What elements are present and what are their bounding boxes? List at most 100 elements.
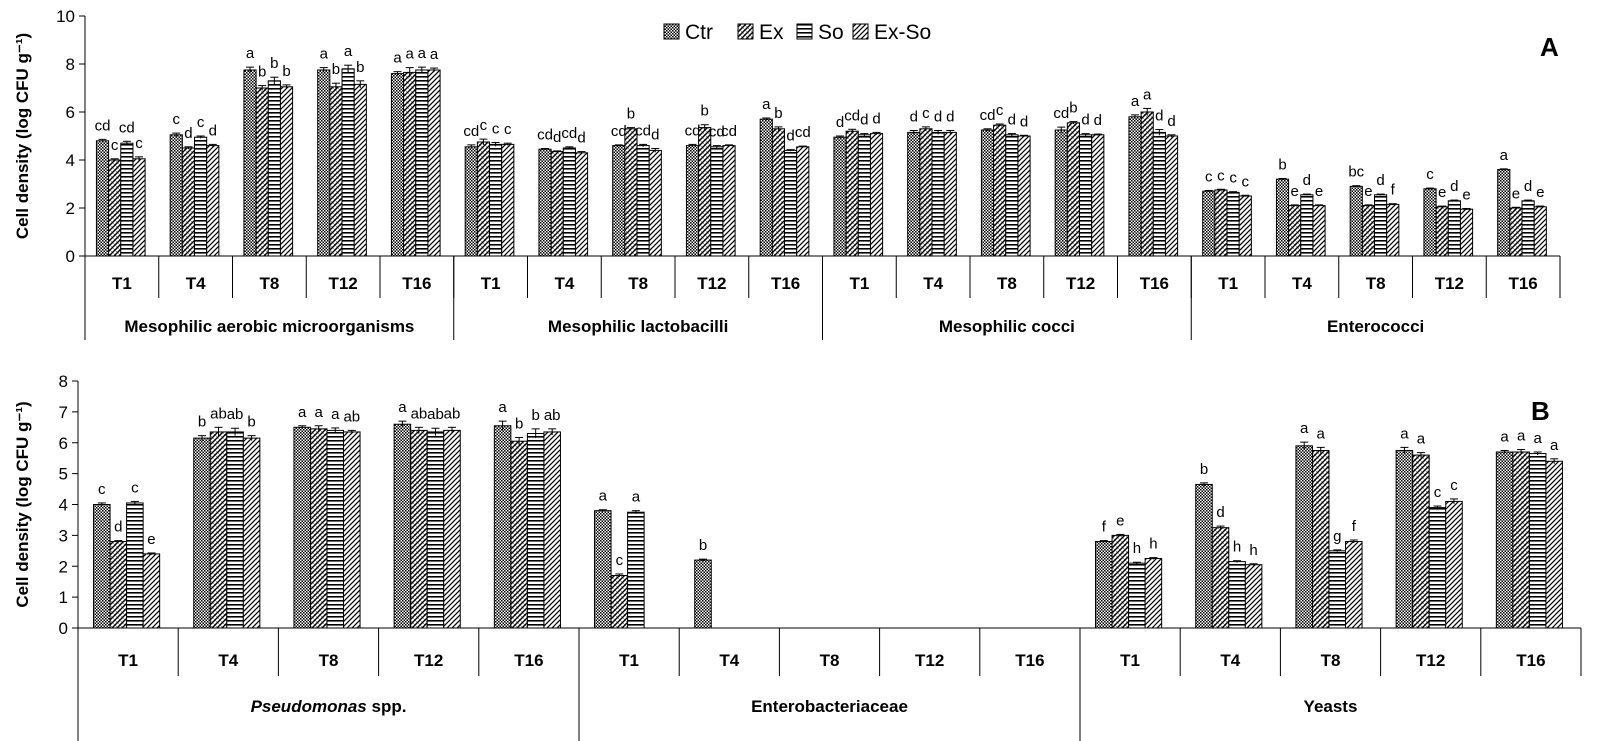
significance-letter: e [1438, 184, 1446, 201]
significance-letter: d [946, 108, 954, 125]
bar-so [120, 142, 134, 257]
bar-ex-so [427, 69, 441, 257]
category-label: T8 [1321, 651, 1341, 670]
category-label: T4 [923, 274, 943, 293]
bar-ctr [1054, 129, 1068, 257]
significance-letter: h [1249, 542, 1257, 559]
significance-letter: a [430, 46, 439, 63]
legend: Ctr Ex So Ex-So [663, 21, 931, 44]
bar-ctr [1195, 483, 1213, 629]
bar-ex-so [1345, 541, 1363, 629]
bar-so [1005, 134, 1019, 257]
bar-ex-so [132, 158, 146, 257]
group-label: Enterococci [1327, 317, 1424, 336]
panel-label: A [1540, 32, 1559, 62]
category-label: T16 [771, 274, 800, 293]
significance-letter: c [1205, 168, 1213, 185]
category-label: T4 [719, 651, 739, 670]
bar-so [326, 429, 345, 629]
bar-ex [1435, 206, 1449, 257]
significance-letter: b [1069, 100, 1077, 117]
bar-so [636, 145, 650, 257]
bar-ex [845, 130, 859, 257]
bar-so [1226, 191, 1240, 257]
y-tick-label: 0 [59, 619, 68, 638]
bar-ex-so [1545, 460, 1563, 629]
category-label: T8 [997, 274, 1017, 293]
significance-letter: e [1364, 183, 1372, 200]
significance-letter: d [553, 129, 561, 146]
significance-letter: d [836, 114, 844, 131]
category-label: T16 [1015, 651, 1044, 670]
bar-ex-so [648, 149, 662, 257]
bar-ex [1111, 534, 1130, 629]
significance-letter: cd [980, 107, 996, 124]
significance-letter: d [1216, 504, 1224, 521]
significance-letter: cd [844, 107, 860, 124]
significance-letter: d [786, 128, 794, 145]
bar-ex-so [574, 152, 589, 257]
legend-swatch-ctr [663, 23, 680, 40]
category-label: T12 [1066, 274, 1095, 293]
significance-letter: a [1131, 93, 1140, 110]
significance-letter: cd [537, 126, 553, 143]
y-tick-label: 3 [59, 526, 68, 545]
bar-ex-so [242, 437, 261, 629]
bar-ctr [317, 69, 331, 257]
y-tick-label: 4 [66, 151, 75, 170]
significance-letter: bc [1348, 164, 1364, 181]
significance-letter: d [1008, 112, 1016, 129]
bar-ex [1140, 111, 1154, 257]
category-label: T4 [186, 274, 206, 293]
significance-letter: a [344, 43, 353, 60]
category-label: T1 [112, 274, 132, 293]
bar-ctr [1128, 116, 1142, 257]
category-label: T4 [554, 274, 574, 293]
significance-letter: c [1242, 173, 1250, 190]
significance-letter: b [332, 61, 340, 78]
bar-ex [209, 431, 228, 629]
bar-ctr [464, 146, 478, 257]
bar-ctr [1295, 445, 1313, 629]
bar-so [931, 131, 945, 257]
significance-letter: d [209, 122, 217, 139]
significance-letter: cd [721, 123, 737, 140]
significance-letter: b [356, 59, 364, 76]
significance-letter: a [1300, 420, 1309, 437]
category-label: T12 [1435, 274, 1464, 293]
significance-letter: b [627, 106, 635, 123]
bar-ctr [193, 437, 211, 629]
bar-so [1079, 134, 1093, 257]
significance-letter: d [1081, 112, 1089, 129]
panel-b: 0 1 2 3 4 5 6 7 8 Cell density (log CFU g⁻¹) B T1 c d… [13, 372, 1582, 741]
y-tick-label: 1 [59, 588, 68, 607]
bar-ex-so [443, 429, 461, 629]
bar-ctr [293, 426, 311, 629]
significance-letter: c [135, 135, 143, 152]
legend-label-ex-so: Ex-So [874, 21, 931, 44]
significance-letter: d [1524, 178, 1532, 195]
significance-letter: a [393, 50, 402, 67]
bar-ex-so [1386, 203, 1400, 257]
group-label-italic: Pseudomonas [251, 697, 367, 716]
category-label: T12 [1416, 651, 1445, 670]
significance-letter: ab [544, 407, 561, 424]
bar-ctr [694, 559, 712, 629]
significance-letter: a [1317, 425, 1326, 442]
legend-swatch-so [796, 23, 813, 40]
significance-letter: g [1333, 528, 1341, 545]
bar-ex-so [1238, 195, 1252, 257]
significance-letter: b [270, 55, 278, 72]
bar-ex-so [943, 131, 957, 257]
significance-letter: e [147, 531, 155, 548]
significance-letter: a [1550, 437, 1559, 454]
bar-so [526, 432, 545, 629]
bar-ctr [243, 69, 257, 257]
group-label: Yeasts [1304, 697, 1358, 716]
significance-letter: b [701, 103, 709, 120]
y-axis-title: Cell density (log CFU g⁻¹) [13, 33, 32, 239]
significance-letter: d [651, 126, 659, 143]
significance-letter: cd [611, 123, 627, 140]
bar-ctr [390, 73, 405, 257]
significance-letter: a [320, 46, 329, 63]
